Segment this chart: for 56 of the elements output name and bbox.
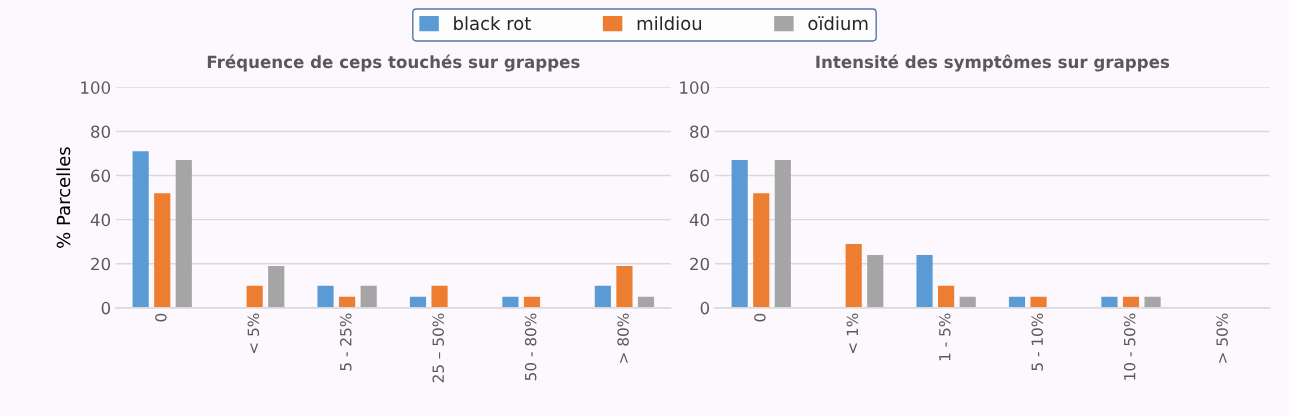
bar xyxy=(175,160,192,308)
y-tick-label: 80 xyxy=(91,125,111,139)
bar xyxy=(360,285,377,308)
y-tick-label: 100 xyxy=(680,81,710,94)
bar xyxy=(502,296,519,308)
x-tick-label: 1 - 5% xyxy=(939,313,951,361)
legend-label: black rot xyxy=(454,16,531,31)
bar xyxy=(637,296,655,308)
x-tick-label: 10 - 50% xyxy=(1123,313,1136,380)
x-tick-label: 25 – 50% xyxy=(432,313,444,383)
x-tick-label: < 1% xyxy=(846,313,859,353)
bar xyxy=(1008,296,1026,308)
chart-title: Intensité des symptômes sur grappes xyxy=(816,54,1170,72)
y-tick-label: 40 xyxy=(90,213,111,227)
bar xyxy=(594,285,611,308)
y-tick-label: 20 xyxy=(91,257,111,271)
bar xyxy=(431,285,448,308)
x-tick-label: < 5% xyxy=(247,313,260,353)
bar xyxy=(268,265,285,308)
bar xyxy=(132,151,149,308)
legend-label: mildiou xyxy=(637,16,702,31)
bar xyxy=(1030,296,1047,308)
bar xyxy=(1144,296,1161,308)
y-tick-label: 20 xyxy=(690,257,710,271)
y-axis-title: % Parcelles xyxy=(56,147,71,248)
bar xyxy=(1101,296,1118,308)
bar xyxy=(154,193,171,308)
legend-label: oïdium xyxy=(808,16,868,31)
y-tick-label: 80 xyxy=(690,125,710,139)
x-tick-label: > 80% xyxy=(617,313,629,363)
x-tick-label: 5 - 25% xyxy=(339,313,352,371)
bar xyxy=(845,243,862,308)
y-tick-label: 100 xyxy=(81,81,111,94)
x-tick-label: 0 xyxy=(754,313,766,322)
y-tick-label: 60 xyxy=(690,169,710,183)
bar xyxy=(916,254,933,308)
bar xyxy=(774,160,791,308)
x-tick-label: 5 - 10% xyxy=(1031,313,1043,371)
bar xyxy=(246,285,263,308)
bar xyxy=(616,265,633,308)
bar xyxy=(959,296,976,308)
bar xyxy=(317,285,334,308)
bar xyxy=(731,160,748,308)
bar xyxy=(409,296,427,308)
bar xyxy=(1122,296,1140,308)
bar xyxy=(867,254,884,308)
y-tick-label: 40 xyxy=(689,213,710,227)
x-tick-label: 0 xyxy=(155,313,167,322)
bar xyxy=(523,296,541,308)
x-tick-label: 50 - 80% xyxy=(524,313,537,381)
bar xyxy=(339,296,356,308)
bar xyxy=(753,193,770,308)
chart-title: Fréquence de ceps touchés sur grappes xyxy=(207,54,580,72)
bar xyxy=(938,285,955,308)
x-tick-label: > 50% xyxy=(1216,313,1228,363)
y-tick-label: 60 xyxy=(91,169,111,183)
